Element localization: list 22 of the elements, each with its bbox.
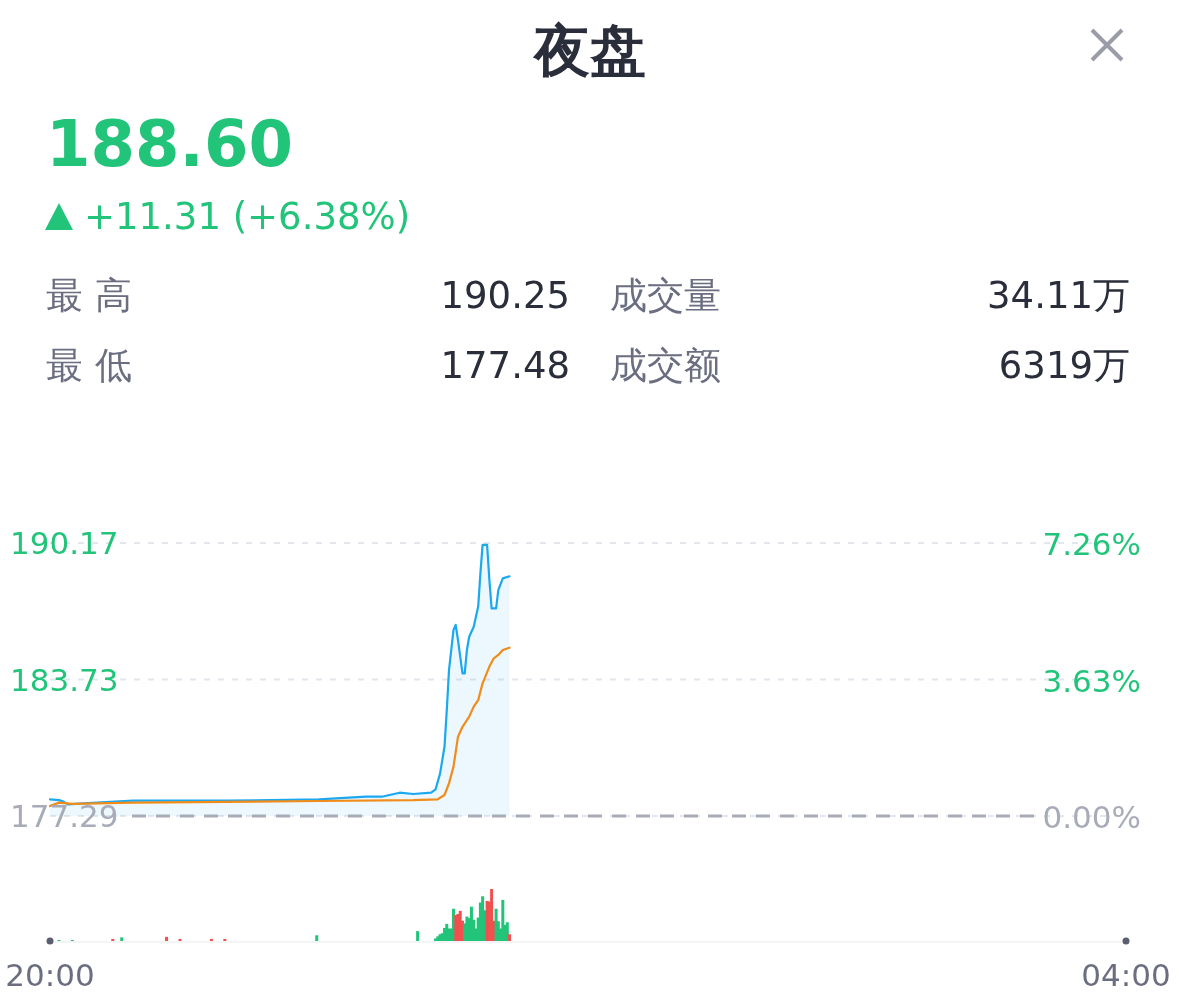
text: 34.11万 <box>987 274 1130 317</box>
text: 成交额 <box>610 344 721 387</box>
text: 6319万 <box>998 344 1130 387</box>
text: 成交量 <box>610 274 721 317</box>
y-tick-label: 177.29 <box>10 798 119 834</box>
x-tick-label: 20:00 <box>5 957 95 993</box>
y-tick-label: 190.17 <box>10 525 119 561</box>
y2-tick-label: 7.26% <box>1042 526 1141 562</box>
text: 夜盘 <box>532 18 646 83</box>
bar <box>501 899 505 941</box>
y-tick-label: 183.73 <box>10 661 119 698</box>
y2-tick-label: 3.63% <box>1042 662 1141 699</box>
bar <box>445 923 449 941</box>
text: 最 低 <box>46 344 132 387</box>
text: 177.48 <box>440 344 570 387</box>
y2-tick-label: 0.00% <box>1042 799 1141 835</box>
text: +11.31 (+6.38%) <box>84 195 411 238</box>
x-tick-label: 04:00 <box>1081 957 1171 993</box>
text: 最 高 <box>46 274 132 317</box>
text: 190.25 <box>440 274 570 317</box>
text: 188.60 <box>46 107 293 181</box>
bar <box>508 934 512 941</box>
